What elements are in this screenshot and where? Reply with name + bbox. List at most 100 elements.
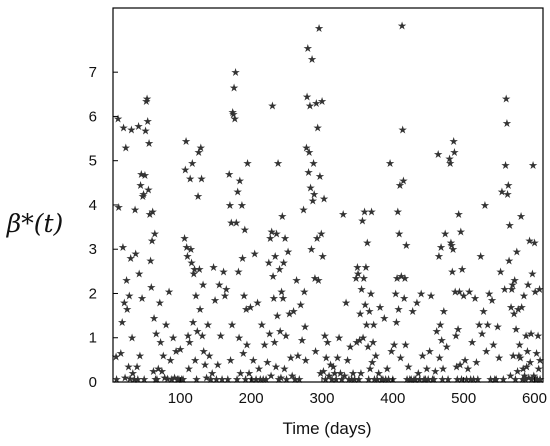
data-point-star: ★ bbox=[233, 265, 243, 278]
data-point-star: ★ bbox=[448, 243, 458, 256]
data-point-star: ★ bbox=[141, 95, 151, 108]
data-point-star: ★ bbox=[535, 373, 545, 386]
x-tick-label: 300 bbox=[309, 390, 334, 407]
data-point-star: ★ bbox=[533, 330, 543, 343]
data-point-star: ★ bbox=[528, 159, 538, 172]
data-point-star: ★ bbox=[306, 181, 316, 194]
data-point-star: ★ bbox=[234, 332, 244, 345]
data-point-star: ★ bbox=[198, 279, 208, 292]
data-point-star: ★ bbox=[359, 272, 369, 285]
data-point-star: ★ bbox=[155, 296, 165, 309]
data-point-star: ★ bbox=[267, 226, 277, 239]
data-point-star: ★ bbox=[186, 243, 196, 256]
data-point-star: ★ bbox=[442, 341, 452, 354]
data-point-star: ★ bbox=[426, 290, 436, 303]
data-point-star: ★ bbox=[227, 319, 237, 332]
data-point-star: ★ bbox=[304, 146, 314, 159]
data-point-star: ★ bbox=[135, 349, 145, 362]
data-point-star: ★ bbox=[153, 363, 163, 376]
x-tick-label: 500 bbox=[451, 390, 476, 407]
data-point-star: ★ bbox=[480, 199, 490, 212]
data-point-star: ★ bbox=[476, 250, 486, 263]
data-point-star: ★ bbox=[345, 341, 355, 354]
data-point-star: ★ bbox=[147, 234, 157, 247]
data-point-star: ★ bbox=[362, 237, 372, 250]
data-point-star: ★ bbox=[268, 270, 278, 283]
data-point-star: ★ bbox=[521, 330, 531, 343]
data-point-star: ★ bbox=[287, 369, 297, 382]
data-point-star: ★ bbox=[437, 373, 447, 386]
data-point-star: ★ bbox=[315, 170, 325, 183]
data-point-star: ★ bbox=[111, 350, 121, 363]
data-point-star: ★ bbox=[422, 363, 432, 376]
data-point-star: ★ bbox=[238, 347, 248, 360]
data-point-star: ★ bbox=[308, 195, 318, 208]
data-point-star: ★ bbox=[213, 358, 223, 371]
data-point-star: ★ bbox=[406, 373, 416, 386]
data-point-star: ★ bbox=[356, 367, 366, 380]
data-point-star: ★ bbox=[313, 274, 323, 287]
data-point-star: ★ bbox=[141, 125, 151, 138]
data-point-star: ★ bbox=[225, 199, 235, 212]
data-point-star: ★ bbox=[511, 323, 521, 336]
data-point-star: ★ bbox=[519, 290, 529, 303]
data-point-star: ★ bbox=[516, 210, 526, 223]
data-point-star: ★ bbox=[272, 310, 282, 323]
data-point-star: ★ bbox=[453, 323, 463, 336]
data-point-star: ★ bbox=[352, 261, 362, 274]
data-point-star: ★ bbox=[143, 115, 153, 128]
data-point-star: ★ bbox=[493, 321, 503, 334]
data-point-star: ★ bbox=[214, 279, 224, 292]
data-point-star: ★ bbox=[148, 206, 158, 219]
data-point-star: ★ bbox=[452, 361, 462, 374]
data-point-star: ★ bbox=[219, 265, 229, 278]
data-point-star: ★ bbox=[496, 265, 506, 278]
data-point-star: ★ bbox=[247, 373, 257, 386]
data-point-star: ★ bbox=[311, 345, 321, 358]
data-point-star: ★ bbox=[452, 373, 462, 386]
data-point-star: ★ bbox=[124, 361, 134, 374]
y-tick-label: 3 bbox=[89, 241, 97, 258]
data-point-star: ★ bbox=[216, 330, 226, 343]
data-point-star: ★ bbox=[490, 373, 500, 386]
data-point-star: ★ bbox=[454, 208, 464, 221]
x-axis: 100 200 300 400 500 600 bbox=[168, 377, 547, 407]
data-point-star: ★ bbox=[237, 199, 247, 212]
data-point-star: ★ bbox=[150, 228, 160, 241]
scatter-points: ★★★★★★★★★★★★★★★★★★★★★★★★★★★★★★★★★★★★★★★★… bbox=[111, 20, 545, 386]
data-point-star: ★ bbox=[463, 363, 473, 376]
data-point-star: ★ bbox=[504, 254, 514, 267]
data-point-star: ★ bbox=[355, 334, 365, 347]
data-point-star: ★ bbox=[118, 241, 128, 254]
data-point-star: ★ bbox=[139, 188, 149, 201]
data-point-star: ★ bbox=[244, 367, 254, 380]
data-point-star: ★ bbox=[281, 330, 291, 343]
data-point-star: ★ bbox=[371, 349, 381, 362]
data-point-star: ★ bbox=[507, 283, 517, 296]
data-point-star: ★ bbox=[324, 369, 334, 382]
data-point-star: ★ bbox=[274, 373, 284, 386]
data-point-star: ★ bbox=[526, 327, 536, 340]
data-point-star: ★ bbox=[409, 373, 419, 386]
data-point-star: ★ bbox=[156, 336, 166, 349]
data-point-star: ★ bbox=[481, 345, 491, 358]
data-point-star: ★ bbox=[323, 336, 333, 349]
data-point-star: ★ bbox=[502, 117, 512, 130]
data-point-star: ★ bbox=[187, 257, 197, 270]
data-point-star: ★ bbox=[505, 219, 515, 232]
data-point-star: ★ bbox=[120, 372, 130, 385]
data-point-star: ★ bbox=[524, 372, 534, 385]
data-point-star: ★ bbox=[125, 373, 135, 386]
data-point-star: ★ bbox=[501, 93, 511, 106]
data-point-star: ★ bbox=[515, 352, 525, 365]
data-point-star: ★ bbox=[311, 97, 321, 110]
data-point-star: ★ bbox=[276, 372, 286, 385]
data-point-star: ★ bbox=[182, 250, 192, 263]
data-point-star: ★ bbox=[134, 268, 144, 281]
data-point-star: ★ bbox=[297, 334, 307, 347]
data-point-star: ★ bbox=[196, 141, 206, 154]
data-point-star: ★ bbox=[210, 294, 220, 307]
data-point-star: ★ bbox=[136, 179, 146, 192]
data-point-star: ★ bbox=[518, 373, 528, 386]
data-point-star: ★ bbox=[267, 99, 277, 112]
